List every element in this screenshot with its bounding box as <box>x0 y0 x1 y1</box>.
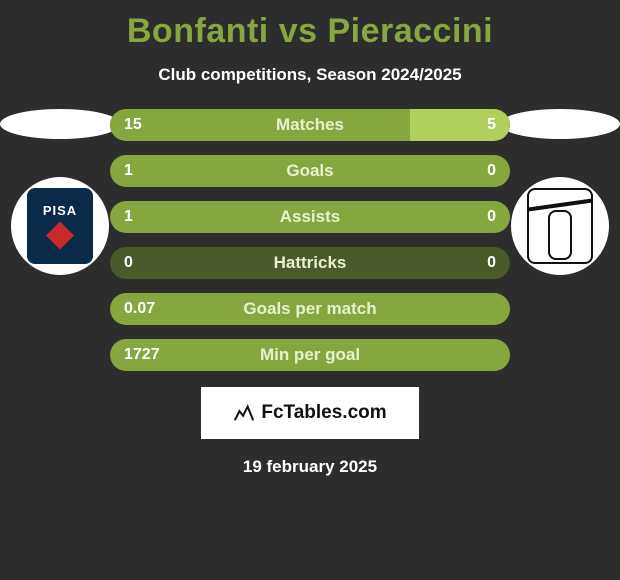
stat-row: 0 0 Hattricks <box>110 247 510 279</box>
player1-column: PISA <box>0 109 120 275</box>
stat-value-right: 0 <box>473 201 510 233</box>
title-vs: vs <box>279 12 318 50</box>
stat-row: 0.07 Goals per match <box>110 293 510 325</box>
stat-value-right: 0 <box>473 247 510 279</box>
stat-row: 1 0 Assists <box>110 201 510 233</box>
stat-row: 1727 Min per goal <box>110 339 510 371</box>
player2-name: Pieraccini <box>327 12 493 50</box>
club-pisa-icon: PISA <box>27 188 93 264</box>
fctables-text: FcTables.com <box>261 402 386 424</box>
stat-value-left: 1 <box>110 155 147 187</box>
stat-value-right: 5 <box>473 109 510 141</box>
stat-value-left: 0.07 <box>110 293 169 325</box>
comparison-title: Bonfanti vs Pieraccini <box>0 0 620 51</box>
player2-club-badge <box>511 177 609 275</box>
stat-label: Matches <box>276 115 344 135</box>
stat-value-left: 1 <box>110 201 147 233</box>
stat-label: Hattricks <box>274 253 347 273</box>
player2-column <box>500 109 620 275</box>
stat-bars: 15 5 Matches 1 0 Goals 1 0 Assists 0 0 Hattricks 0.0… <box>110 109 510 371</box>
club-pisa-label: PISA <box>43 203 77 218</box>
subtitle: Club competitions, Season 2024/2025 <box>0 65 620 85</box>
stat-value-right <box>482 339 510 371</box>
snapshot-date: 19 february 2025 <box>0 457 620 477</box>
player1-club-badge: PISA <box>11 177 109 275</box>
player1-name: Bonfanti <box>127 12 269 50</box>
stat-value-left: 1727 <box>110 339 174 371</box>
stat-label: Goals <box>286 161 333 181</box>
stat-value-left: 15 <box>110 109 156 141</box>
fctables-logo: FcTables.com <box>201 387 419 439</box>
player1-photo <box>0 109 120 139</box>
stat-label: Assists <box>280 207 340 227</box>
player2-photo <box>500 109 620 139</box>
stat-label: Min per goal <box>260 345 360 365</box>
club-cesena-icon <box>527 188 593 264</box>
stat-row: 15 5 Matches <box>110 109 510 141</box>
stat-label: Goals per match <box>243 299 376 319</box>
stat-value-left: 0 <box>110 247 147 279</box>
fctables-icon <box>233 402 255 424</box>
stat-row: 1 0 Goals <box>110 155 510 187</box>
comparison-body: PISA 15 5 Matches 1 0 Goals 1 0 Assists 0 0 Hattric… <box>0 109 620 369</box>
stat-value-right <box>482 293 510 325</box>
stat-value-right: 0 <box>473 155 510 187</box>
